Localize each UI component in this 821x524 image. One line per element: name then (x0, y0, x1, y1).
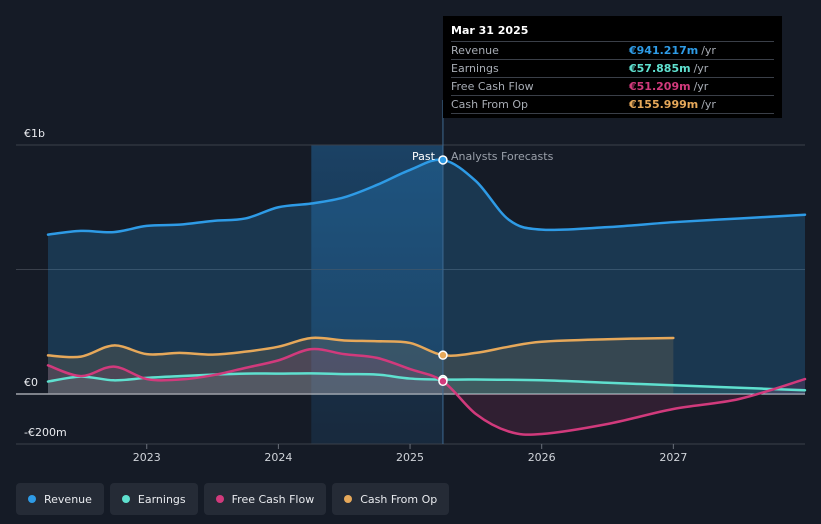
tooltip-row-value: €155.999m (629, 98, 699, 111)
tooltip-row-value: €51.209m (629, 80, 691, 93)
marker-revenue (438, 155, 448, 165)
x-tick-label: 2027 (659, 451, 687, 464)
line-cash-from-op (46, 336, 675, 359)
marker-cash-from-op (438, 350, 448, 360)
legend-item-free-cash-flow[interactable]: Free Cash Flow (203, 483, 327, 515)
y-tick-label: €0 (24, 376, 38, 389)
tooltip: Mar 31 2025 Revenue €941.217m /yr Earnin… (443, 16, 782, 118)
forecast-label: Analysts Forecasts (451, 150, 554, 163)
y-axis-ticks: €1b €0 -€200m (24, 127, 67, 439)
legend-dot-icon (121, 495, 130, 503)
tooltip-row-label: Free Cash Flow (451, 80, 534, 93)
x-axis-ticks: 2023 2024 2025 2026 2027 (133, 444, 687, 464)
tooltip-row-value: €941.217m (629, 44, 699, 57)
tooltip-row-label: Earnings (451, 62, 499, 75)
line-free-cash-flow (46, 347, 807, 436)
legend-item-earnings[interactable]: Earnings (109, 483, 198, 515)
tooltip-row-unit: /yr (701, 44, 716, 57)
x-tick-label: 2024 (264, 451, 292, 464)
y-tick-label: -€200m (24, 426, 67, 439)
legend-label: Cash From Op (360, 492, 438, 506)
x-tick-label: 2023 (133, 451, 161, 464)
tooltip-date: Mar 31 2025 (451, 24, 529, 37)
tooltip-row-revenue: Revenue €941.217m /yr (451, 41, 774, 59)
tooltip-row-value: €57.885m (629, 62, 691, 75)
series-lines (46, 158, 807, 436)
legend: Revenue Earnings Free Cash Flow Cash Fro… (16, 483, 450, 515)
x-tick-label: 2026 (528, 451, 556, 464)
legend-dot-icon (28, 495, 36, 503)
tooltip-row-unit: /yr (693, 62, 709, 75)
legend-label: Revenue (44, 492, 92, 506)
tooltip-row-free-cash-flow: Free Cash Flow €51.209m /yr (451, 77, 774, 95)
area-revenue (48, 159, 805, 394)
chart: €1b €0 -€200m 2023 2024 2025 2026 2027 Past An… (16, 100, 807, 464)
marker-free-cash-flow (438, 376, 448, 387)
x-tick-label: 2025 (396, 451, 424, 464)
past-label: Past (412, 150, 436, 163)
legend-dot-icon (344, 495, 353, 503)
series-areas (48, 159, 805, 435)
tooltip-row-label: Revenue (451, 44, 499, 57)
tooltip-row-unit: /yr (701, 98, 716, 111)
legend-dot-icon (215, 495, 224, 503)
tooltip-row-earnings: Earnings €57.885m /yr (451, 59, 774, 77)
legend-item-revenue[interactable]: Revenue (16, 483, 104, 515)
legend-label: Earnings (137, 492, 186, 506)
area-earnings (48, 373, 805, 394)
y-tick-label: €1b (24, 127, 45, 140)
series-markers (438, 155, 448, 387)
tooltip-row-unit: /yr (693, 80, 709, 93)
legend-item-cash-from-op[interactable]: Cash From Op (332, 483, 450, 515)
tooltip-row-label: Cash From Op (451, 98, 529, 111)
line-revenue (46, 158, 807, 236)
legend-label: Free Cash Flow (231, 492, 315, 506)
tooltip-row-cash-from-op: Cash From Op €155.999m /yr (451, 95, 774, 114)
